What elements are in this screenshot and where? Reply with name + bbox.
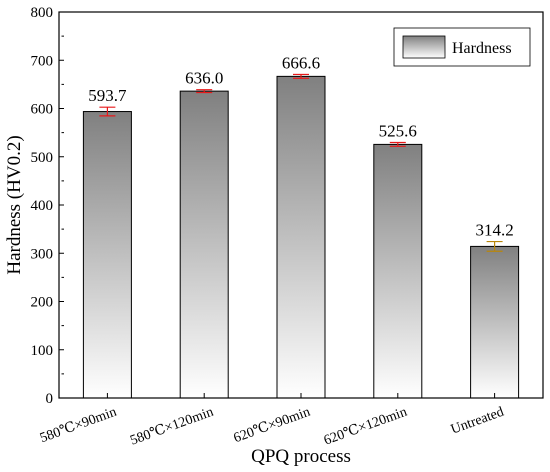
y-tick-label: 800 [31,5,54,21]
legend-label: Hardness [452,40,512,57]
data-label: 314.2 [475,221,513,240]
bar [276,75,326,399]
data-label: 593.7 [88,86,127,105]
x-tick-label: Untreated [449,405,506,438]
y-tick-label: 600 [31,102,54,118]
y-tick-label: 0 [46,391,54,407]
y-tick-label: 200 [31,295,54,311]
bar [82,111,132,399]
bar [373,143,423,399]
data-label: 636.0 [185,69,223,88]
x-tick-label: 620℃×120min [322,405,409,449]
legend-swatch [402,35,446,59]
x-axis-label: QPQ process [251,446,351,467]
y-tick-label: 400 [31,198,54,214]
plot-frame [58,11,544,399]
x-tick-label: 580℃×90min [38,405,119,447]
bar [470,245,520,399]
y-tick-label: 300 [31,246,54,262]
bar [179,90,229,399]
legend: Hardness [393,27,531,67]
y-tick-label: 500 [31,150,54,166]
data-label: 666.6 [282,53,320,72]
y-tick-label: 700 [31,53,54,69]
y-tick-label: 100 [31,343,54,359]
x-tick-label: 580℃×120min [128,405,215,449]
x-tick-label: 620℃×90min [232,405,313,447]
data-label: 525.6 [379,121,417,140]
y-axis-label: Hardness (HV0.2) [4,135,25,274]
